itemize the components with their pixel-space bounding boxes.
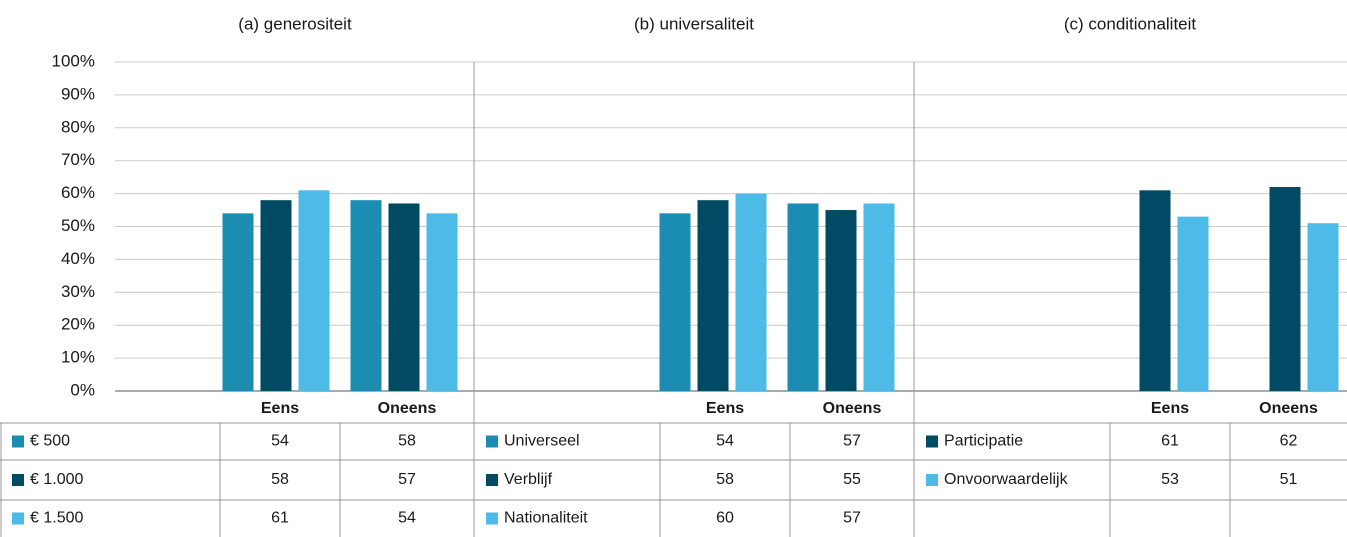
bar (735, 193, 767, 391)
legend-swatch (926, 474, 938, 486)
y-tick-label: 100% (52, 51, 95, 70)
bar (697, 200, 729, 391)
table-value: 57 (843, 433, 861, 450)
y-tick-label: 30% (61, 282, 95, 301)
table-value: 62 (1280, 433, 1298, 450)
bar (298, 190, 330, 391)
y-tick-label: 60% (61, 183, 95, 202)
x-tick-label: Oneens (378, 400, 437, 417)
x-tick-label: Oneens (823, 400, 882, 417)
x-tick-label: Eens (1151, 400, 1189, 417)
y-tick-label: 90% (61, 84, 95, 103)
legend-swatch (486, 435, 498, 448)
legend-label: Verblijf (504, 471, 553, 488)
table-value: 58 (398, 433, 416, 450)
bar (825, 210, 857, 391)
table-value: 61 (271, 510, 289, 527)
y-tick-label: 20% (61, 315, 95, 334)
bar (260, 200, 292, 391)
legend-swatch (12, 435, 24, 448)
x-tick-label: Eens (261, 400, 299, 417)
panel-title: (a) generositeit (238, 14, 352, 33)
bar (1307, 223, 1339, 391)
table-value: 61 (1161, 433, 1179, 450)
legend-label: Participatie (944, 433, 1023, 450)
panel-title: (c) conditionaliteit (1064, 14, 1197, 33)
y-tick-label: 50% (61, 216, 95, 235)
table-value: 60 (716, 510, 734, 527)
bar (350, 200, 382, 391)
table-value: 55 (843, 471, 861, 488)
table-value: 58 (271, 471, 289, 488)
bar (659, 213, 691, 391)
y-tick-label: 80% (61, 117, 95, 136)
bar (388, 203, 420, 391)
legend-swatch (486, 512, 498, 525)
table-value: 58 (716, 471, 734, 488)
legend-swatch (12, 512, 24, 525)
bar (787, 203, 819, 391)
bar (1139, 190, 1171, 391)
table-value: 51 (1280, 471, 1298, 488)
y-tick-label: 40% (61, 249, 95, 268)
legend-label: Onvoorwaardelijk (944, 471, 1069, 488)
x-tick-label: Oneens (1259, 400, 1318, 417)
legend-swatch (12, 474, 24, 486)
y-tick-label: 0% (70, 380, 95, 399)
legend-swatch (486, 474, 498, 486)
x-tick-label: Eens (706, 400, 744, 417)
legend-label: € 1.000 (30, 471, 83, 488)
bar (1177, 216, 1209, 391)
bar (222, 213, 254, 391)
table-value: 54 (271, 433, 289, 450)
table-value: 54 (398, 510, 416, 527)
y-tick-label: 10% (61, 348, 95, 367)
bar (1269, 187, 1301, 391)
legend-swatch (926, 435, 938, 448)
bar (863, 203, 895, 391)
legend-label: Nationaliteit (504, 510, 588, 527)
legend-label: € 1.500 (30, 510, 83, 527)
table-value: 54 (716, 433, 734, 450)
table-value: 57 (398, 471, 416, 488)
table-value: 57 (843, 510, 861, 527)
bar (426, 213, 458, 391)
legend-label: Universeel (504, 433, 580, 450)
y-tick-label: 70% (61, 150, 95, 169)
table-value: 53 (1161, 471, 1179, 488)
panel-title: (b) universaliteit (634, 14, 754, 33)
legend-label: € 500 (30, 433, 70, 450)
